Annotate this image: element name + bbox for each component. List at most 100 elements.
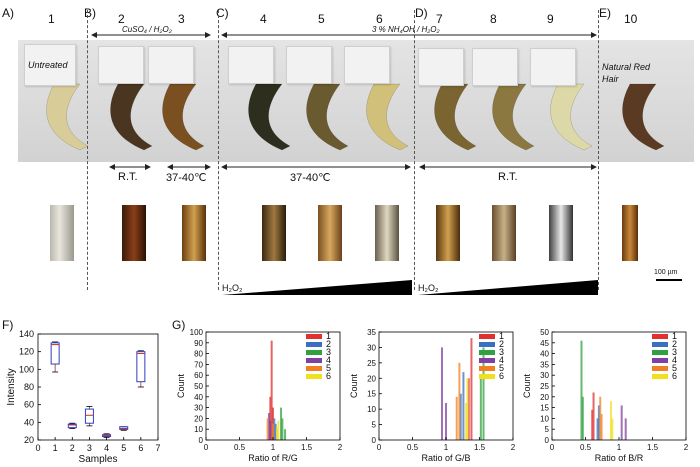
panel-label-e: E) <box>599 6 611 20</box>
fiber-5 <box>318 205 342 261</box>
x-tick-label-2: 1 <box>444 443 449 452</box>
hist-bar-1-1 <box>592 392 595 440</box>
tag-8 <box>472 48 518 86</box>
hair-tress-10 <box>622 83 665 151</box>
hair-tress-9 <box>550 83 593 151</box>
legend-label-6: 6 <box>499 371 504 381</box>
y-tick-label-5: 25 <box>540 382 549 391</box>
y-tick-label-7: 70 <box>194 360 203 369</box>
hist-bar-1-2 <box>467 378 470 440</box>
fiber-1 <box>50 205 74 261</box>
h2o2-wedge-c <box>222 280 412 295</box>
fiber-6 <box>375 205 399 261</box>
sample-number-3: 3 <box>178 12 185 26</box>
scale-bar-label: 100 µm <box>654 269 678 276</box>
hist-bar-1-2 <box>269 396 272 440</box>
box-6 <box>136 351 146 383</box>
y-tick-label-4: 20 <box>367 374 376 383</box>
x-tick-label-1: 1 <box>53 443 58 453</box>
y-tick-label-3: 15 <box>367 390 376 399</box>
y-axis-label: Count <box>522 374 532 399</box>
hist-bar-4-2 <box>269 420 272 440</box>
hair-tress-4 <box>248 83 291 151</box>
rt-label-d: R.T. <box>498 171 518 183</box>
y-tick-label-0: 0 <box>372 436 377 445</box>
temp-label-c: 37-40℃ <box>290 172 331 184</box>
plot-frame <box>551 331 687 441</box>
hair-tresses <box>46 83 665 151</box>
legend-swatch-3 <box>479 350 495 355</box>
legend-swatch-5 <box>652 366 668 371</box>
x-tick-label-6: 6 <box>138 443 143 453</box>
legend-swatch-3 <box>306 350 322 355</box>
fiber-8 <box>492 205 516 261</box>
legend-swatch-6 <box>479 374 495 379</box>
x-tick-label-0: 0 <box>204 443 209 452</box>
h2o2-label-d: H₂O₂ <box>418 283 439 293</box>
x-tick-label-4: 4 <box>104 443 109 453</box>
y-tick-label-2: 10 <box>540 414 549 423</box>
panel-label-g: G) <box>172 318 186 332</box>
hist-bar-1-1 <box>470 338 473 440</box>
y-tick-label-2: 10 <box>367 405 376 414</box>
tag-4 <box>228 46 274 84</box>
x-tick-label-3: 1.5 <box>474 443 486 452</box>
cuso4-label: CuSO₄ / H₂O₂ <box>122 25 172 34</box>
sample-number-9: 9 <box>547 12 554 26</box>
legend-label-5: 5 <box>672 363 677 373</box>
fiber-10 <box>622 205 638 261</box>
hist-bar-3-3 <box>284 429 287 440</box>
hist-bar-5-1 <box>266 418 269 440</box>
hist-bar-2-2 <box>596 418 599 440</box>
legend-label-2: 2 <box>672 339 677 349</box>
legend-label-3: 3 <box>499 347 504 357</box>
x-tick-label-4: 2 <box>684 443 689 452</box>
x-tick-label-3: 1.5 <box>301 443 313 452</box>
x-tick-label-1: 0.5 <box>234 443 246 452</box>
y-tick-label-5: 120 <box>19 347 34 357</box>
legend-swatch-3 <box>652 350 668 355</box>
natural-red-label-1: Natural Red <box>602 62 651 72</box>
y-tick-label-9: 45 <box>540 339 549 348</box>
sample-number-6: 6 <box>376 12 383 26</box>
legend-label-1: 1 <box>672 331 677 341</box>
hist-bar-5-1 <box>599 396 602 440</box>
hist-bar-3-1 <box>280 407 283 440</box>
x-tick-label-0: 0 <box>550 443 555 452</box>
hist-bar-3-1 <box>482 347 485 440</box>
sample-number-8: 8 <box>490 12 497 26</box>
legend-swatch-1 <box>652 334 668 339</box>
panel-label-c: C) <box>216 6 229 20</box>
panel-label-d: D) <box>415 6 428 20</box>
hist-bar-1-2 <box>591 409 594 440</box>
legend-swatch-4 <box>306 358 322 363</box>
hair-tress-8 <box>492 83 535 151</box>
y-tick-label-6: 140 <box>19 329 34 339</box>
hist-bar-6-2 <box>276 427 279 440</box>
x-tick-label-1: 0.5 <box>407 443 419 452</box>
legend-swatch-2 <box>479 342 495 347</box>
y-tick-label-0: 20 <box>24 435 34 445</box>
y-tick-label-5: 25 <box>367 359 376 368</box>
hist-bar-2-1 <box>597 405 600 440</box>
y-axis-label: Count <box>349 374 359 399</box>
x-tick-label-2: 2 <box>70 443 75 453</box>
fiber-3 <box>182 205 206 261</box>
sample-number-1: 1 <box>48 12 55 26</box>
hair-tress-2 <box>110 83 153 151</box>
x-tick-label-3: 1.5 <box>647 443 659 452</box>
separator-bc <box>218 10 219 290</box>
hist-bar-3-2 <box>479 378 482 440</box>
y-tick-label-1: 5 <box>372 421 377 430</box>
legend-swatch-2 <box>652 342 668 347</box>
hair-tress-6 <box>366 83 409 151</box>
legend-swatch-5 <box>479 366 495 371</box>
hist-bar-3-2 <box>581 396 584 440</box>
y-tick-label-3: 15 <box>540 404 549 413</box>
tag-2 <box>98 46 144 84</box>
legend-label-5: 5 <box>499 363 504 373</box>
x-axis-label: Ratio of R/G <box>248 453 298 463</box>
hist-bar-4-1 <box>267 413 270 440</box>
tag-6 <box>344 46 390 84</box>
